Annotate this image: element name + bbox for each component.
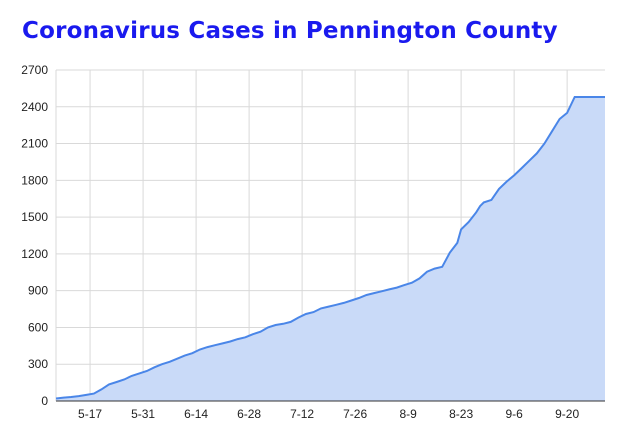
- x-tick-label: 6-28: [237, 407, 261, 421]
- x-tick-label: 9-6: [505, 407, 523, 421]
- y-axis-tick-labels: 0 300 600 900 1200 1500 1800 2100 2400 2700: [21, 63, 48, 408]
- x-tick-label: 5-31: [131, 407, 155, 421]
- y-tick-label: 2400: [21, 100, 48, 114]
- y-tick-label: 300: [28, 357, 48, 371]
- y-tick-label: 0: [41, 394, 48, 408]
- chart-title: Coronavirus Cases in Pennington County: [22, 18, 558, 44]
- x-tick-label: 7-26: [343, 407, 367, 421]
- x-tick-label: 9-20: [555, 407, 579, 421]
- x-axis-tick-labels: 5-17 5-31 6-14 6-28 7-12 7-26 8-9 8-23 9-6 9-20: [78, 407, 579, 421]
- y-tick-label: 900: [28, 284, 48, 298]
- series-area-fill: [56, 97, 605, 401]
- series-line: [55, 96, 605, 400]
- x-tick-label: 8-23: [449, 407, 473, 421]
- y-tick-label: 1200: [21, 247, 48, 261]
- x-tick-label: 6-14: [184, 407, 208, 421]
- y-tick-label: 600: [28, 320, 48, 334]
- x-tick-label: 5-17: [78, 407, 102, 421]
- y-tick-label: 1500: [21, 210, 48, 224]
- y-tick-label: 1800: [21, 173, 48, 187]
- x-tick-label: 8-9: [399, 407, 417, 421]
- y-tick-label: 2700: [21, 63, 48, 77]
- y-tick-label: 2100: [21, 137, 48, 151]
- x-tick-label: 7-12: [290, 407, 314, 421]
